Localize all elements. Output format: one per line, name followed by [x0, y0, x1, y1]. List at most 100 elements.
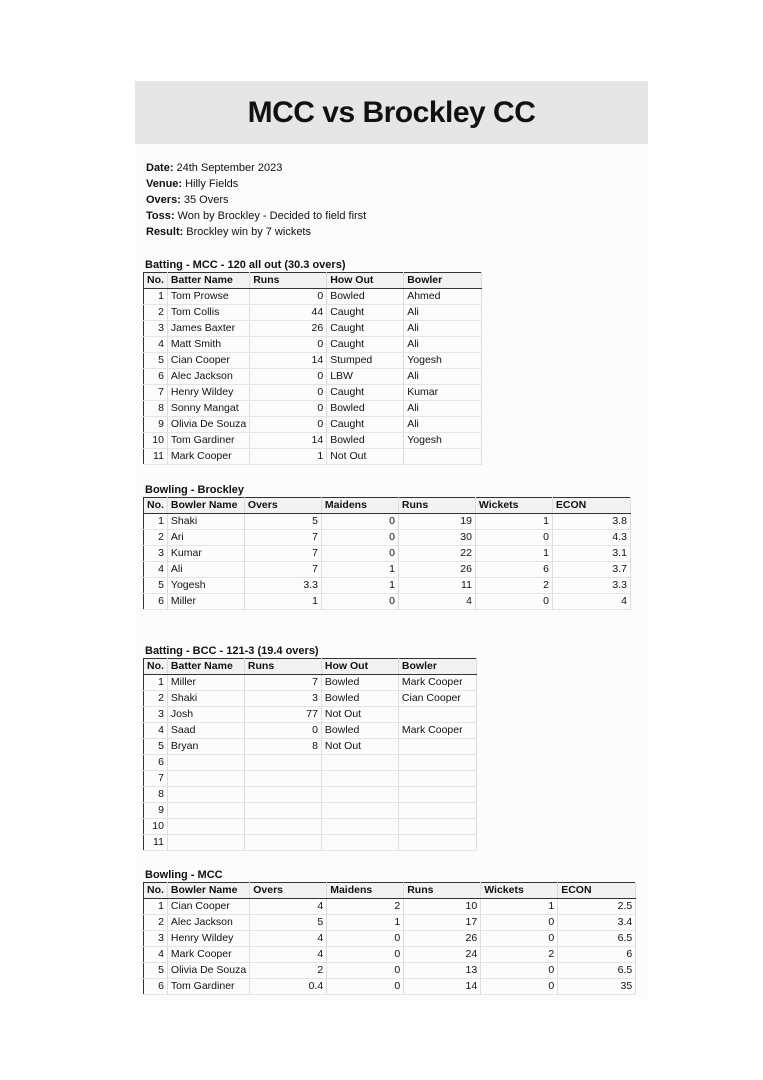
- cell: Kumar: [167, 545, 245, 562]
- cell: 14: [403, 978, 482, 995]
- column-header: Overs: [244, 497, 322, 514]
- column-header: Batter Name: [167, 658, 245, 675]
- empty-cell: [398, 706, 477, 723]
- cell: Stumped: [326, 352, 405, 369]
- empty-cell: [321, 834, 399, 851]
- cell: Yogesh: [403, 432, 483, 449]
- cell: Caught: [326, 384, 405, 401]
- cell: 5: [143, 738, 168, 755]
- cell: 0: [326, 946, 405, 963]
- cell: 5: [244, 513, 322, 530]
- cell: 19: [398, 513, 476, 530]
- cell: Sonny Mangat: [167, 400, 251, 417]
- cell: 0: [475, 529, 553, 546]
- cell: Yogesh: [167, 577, 245, 594]
- cell: Bowled: [321, 690, 399, 707]
- cell: Mark Cooper: [398, 722, 477, 739]
- cell: 1: [480, 898, 559, 915]
- cell: 0: [326, 962, 405, 979]
- cell: 6: [143, 593, 168, 610]
- table-row: 3 Josh 77 Not Out: [143, 706, 477, 723]
- info-value: Won by Brockley - Decided to field first: [177, 210, 367, 222]
- column-header: Wickets: [480, 882, 559, 899]
- table-row: 3 Kumar 7 0 22 1 3.1: [143, 545, 631, 562]
- column-header: Maidens: [326, 882, 405, 899]
- info-label: Result:: [146, 226, 184, 238]
- cell: Caught: [326, 304, 405, 321]
- cell: 1: [244, 593, 322, 610]
- cell: 8: [143, 400, 168, 417]
- cell: 11: [398, 577, 476, 594]
- column-header: ECON: [552, 497, 631, 514]
- info-line: Overs: 35 Overs: [146, 192, 366, 208]
- cell: James Baxter: [167, 320, 251, 337]
- cell: Kumar: [403, 384, 483, 401]
- table-row: 5 Olivia De Souza 2 0 13 0 6.5: [143, 962, 637, 979]
- cell: Tom Gardiner: [167, 432, 251, 449]
- empty-cell: [244, 786, 322, 803]
- empty-cell: [244, 834, 322, 851]
- cell: 1: [143, 674, 168, 691]
- cell: 30: [398, 529, 476, 546]
- cell: 3.3: [244, 577, 322, 594]
- cell: Bowled: [321, 722, 399, 739]
- empty-cell: [398, 786, 477, 803]
- table-row: 7 Henry Wildey 0 Caught Kumar: [143, 384, 483, 401]
- cell: 5: [143, 962, 168, 979]
- cell: Cian Cooper: [167, 352, 251, 369]
- cell: 26: [249, 320, 328, 337]
- cell: Bowled: [326, 400, 405, 417]
- empty-cell: [167, 802, 245, 819]
- column-header: Runs: [244, 658, 322, 675]
- cell: 2: [475, 577, 553, 594]
- cell: Ari: [167, 529, 245, 546]
- table-row: 9 Olivia De Souza 0 Caught Ali: [143, 416, 483, 433]
- info-line: Result: Brockley win by 7 wickets: [146, 224, 366, 240]
- column-header: Bowler: [403, 272, 483, 289]
- cell: 4: [552, 593, 631, 610]
- cell: 7: [143, 384, 168, 401]
- cell: 26: [403, 930, 482, 947]
- cell: 3.3: [552, 577, 631, 594]
- cell: Not Out: [326, 448, 405, 465]
- header-row: No. Batter Name Runs How Out Bowler: [143, 272, 483, 289]
- column-header: How Out: [326, 272, 405, 289]
- table-row: 2 Ari 7 0 30 0 4.3: [143, 529, 631, 546]
- cell: Bowled: [326, 432, 405, 449]
- cell: Ali: [403, 320, 483, 337]
- cell: 6: [143, 978, 168, 995]
- cell: 11: [143, 834, 168, 851]
- empty-cell: [167, 754, 245, 771]
- cell: 5: [249, 914, 328, 931]
- cell: 8: [244, 738, 322, 755]
- info-label: Venue:: [146, 178, 183, 190]
- cell: 0: [249, 368, 328, 385]
- table-row: 4 Saad 0 Bowled Mark Cooper: [143, 722, 477, 739]
- cell: Cian Cooper: [167, 898, 251, 915]
- empty-cell: [244, 770, 322, 787]
- info-line: Venue: Hilly Fields: [146, 176, 366, 192]
- empty-cell: [398, 754, 477, 771]
- cell: 4.3: [552, 529, 631, 546]
- table-row: 10 Tom Gardiner 14 Bowled Yogesh: [143, 432, 483, 449]
- cell: 0: [249, 288, 328, 305]
- cell: 6.5: [557, 962, 637, 979]
- table-row: 10: [143, 818, 477, 835]
- cell: 77: [244, 706, 322, 723]
- cell: 7: [244, 674, 322, 691]
- info-value: 35 Overs: [183, 194, 229, 206]
- cell: 3: [143, 320, 168, 337]
- cell: 6: [143, 754, 168, 771]
- table-row: 6: [143, 754, 477, 771]
- cell: 2: [326, 898, 405, 915]
- cell: 0: [321, 545, 399, 562]
- cell: 4: [143, 336, 168, 353]
- info-label: Date:: [146, 162, 174, 174]
- cell: 14: [249, 432, 328, 449]
- column-header: Maidens: [321, 497, 399, 514]
- cell: 2: [143, 690, 168, 707]
- cell: Bryan: [167, 738, 245, 755]
- cell: Cian Cooper: [398, 690, 477, 707]
- cell: Shaki: [167, 690, 245, 707]
- cell: Mark Cooper: [167, 448, 251, 465]
